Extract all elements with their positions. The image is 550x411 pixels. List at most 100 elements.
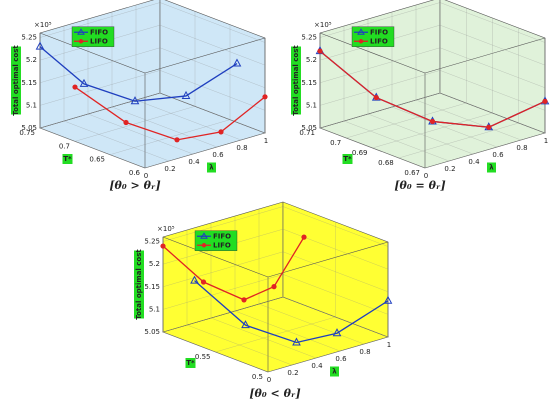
chart: 5.05 5.1 5.15 5.2 5.25 0 0.2 0.4 0.6 0.8 1 0.6 0.65 0… — [11, 0, 268, 192]
grid-line — [319, 2, 441, 38]
marker — [174, 137, 180, 143]
z-tick-label: 5.1 — [149, 305, 160, 313]
x-tick-label: 0.2 — [164, 165, 175, 173]
grid-line — [159, 2, 266, 43]
y-tick-label: 0.55 — [195, 353, 211, 361]
y-tick-label: 0.7 — [59, 142, 70, 150]
grid-line — [159, 70, 266, 111]
grid-line — [159, 25, 266, 66]
label-bg — [11, 46, 21, 115]
legend-label: LIFO — [370, 37, 388, 45]
legend-marker — [357, 28, 365, 35]
chart: 5.055.15.155.25.2500.20.40.60.810.50.55T… — [134, 201, 393, 400]
grid-line — [39, 70, 161, 106]
grid-line — [398, 122, 519, 159]
z-tick-label: 5.25 — [21, 34, 37, 42]
grid-line — [162, 274, 284, 310]
multiplier: ×10⁵ — [314, 21, 332, 29]
z-axis-label-group: Total optimal cost — [134, 249, 144, 320]
marker — [332, 328, 342, 337]
grid-line — [39, 47, 161, 83]
x-tick-label: 0.8 — [359, 348, 370, 356]
legend-label: FIFO — [90, 28, 108, 36]
grid-line — [39, 92, 161, 129]
grid-line — [372, 112, 493, 149]
marker — [218, 129, 224, 135]
grid-line — [135, 99, 242, 141]
box-edge — [267, 241, 389, 278]
grid-line — [162, 251, 284, 287]
y-tick-label: 0.6 — [129, 169, 141, 177]
grid-line — [319, 70, 441, 106]
marker — [262, 94, 268, 100]
marker — [271, 284, 277, 290]
label-bg — [291, 46, 301, 115]
z-tick-label: 5.05 — [144, 328, 160, 336]
legend-label: FIFO — [370, 28, 388, 36]
x-tick-label: 0.6 — [335, 355, 347, 363]
x-tick-label: 0 — [424, 172, 428, 180]
grid-line — [111, 106, 218, 148]
x-tick-label: 0.4 — [188, 158, 200, 166]
legend-label: FIFO — [213, 232, 231, 240]
z-tick-label: 5.2 — [26, 56, 37, 64]
grid-line — [159, 92, 266, 134]
x-tick-label: 0.4 — [311, 362, 323, 370]
legend-marker — [78, 39, 84, 44]
label-bg — [134, 250, 144, 319]
z-tick-label: 5.25 — [144, 238, 160, 246]
z-axis-label-group: Total optimal cost — [11, 45, 21, 116]
y-axis-label: T* — [186, 359, 195, 367]
z-tick-label: 5.15 — [144, 283, 160, 291]
y-tick-label: 0.75 — [19, 129, 35, 137]
z-tick-label: 5.15 — [21, 79, 37, 87]
x-tick-label: 0 — [267, 376, 271, 384]
box-edge — [39, 32, 146, 74]
box-edge — [144, 37, 266, 74]
x-tick-label: 1 — [264, 137, 268, 145]
x-tick-label: 0.2 — [287, 369, 298, 377]
grid-line — [319, 47, 441, 83]
marker — [232, 58, 242, 67]
label-bg — [487, 162, 496, 173]
z-tick-label: 5.05 — [301, 124, 317, 132]
y-tick-label: 0.71 — [299, 129, 315, 137]
marker — [292, 337, 301, 346]
x-tick-label: 0.4 — [468, 158, 480, 166]
legend-marker — [358, 39, 364, 44]
series-line — [39, 46, 238, 102]
y-axis-label: T* — [63, 155, 72, 163]
z-axis-label: Total optimal cost — [12, 45, 20, 116]
box-edge — [424, 37, 546, 74]
y-tick-label: 0.69 — [352, 149, 368, 157]
y-tick-label: 0.65 — [89, 156, 105, 164]
marker — [542, 98, 548, 104]
marker — [486, 124, 492, 130]
legend-label: LIFO — [90, 37, 108, 45]
y-tick-label: 0.68 — [378, 159, 394, 167]
z-tick-label: 5.1 — [306, 101, 317, 109]
z-tick-label: 5.05 — [21, 124, 37, 132]
z-tick-label: 5.25 — [301, 34, 317, 42]
label-bg — [330, 366, 339, 377]
y-tick-label: 0.5 — [252, 373, 263, 381]
marker — [160, 243, 166, 249]
grid-line — [424, 132, 546, 169]
grid-line — [159, 47, 266, 88]
x-tick-label: 0.2 — [444, 165, 455, 173]
label-bg — [342, 154, 353, 164]
multiplier: ×10⁵ — [157, 225, 175, 233]
grid-line — [162, 206, 284, 242]
label-bg — [207, 162, 216, 173]
chart: 5.05 5.1 5.15 5.2 5.25 0 0.2 0.4 0.6 0.8 1 0.67 0.68… — [291, 0, 550, 192]
marker — [35, 41, 45, 50]
grid-line — [215, 316, 336, 353]
y-tick-label: 0.7 — [330, 139, 341, 147]
marker — [241, 297, 247, 303]
marker — [79, 78, 89, 87]
marker — [373, 94, 379, 101]
label-bg — [185, 358, 196, 368]
marker — [123, 119, 129, 126]
marker — [200, 279, 207, 285]
